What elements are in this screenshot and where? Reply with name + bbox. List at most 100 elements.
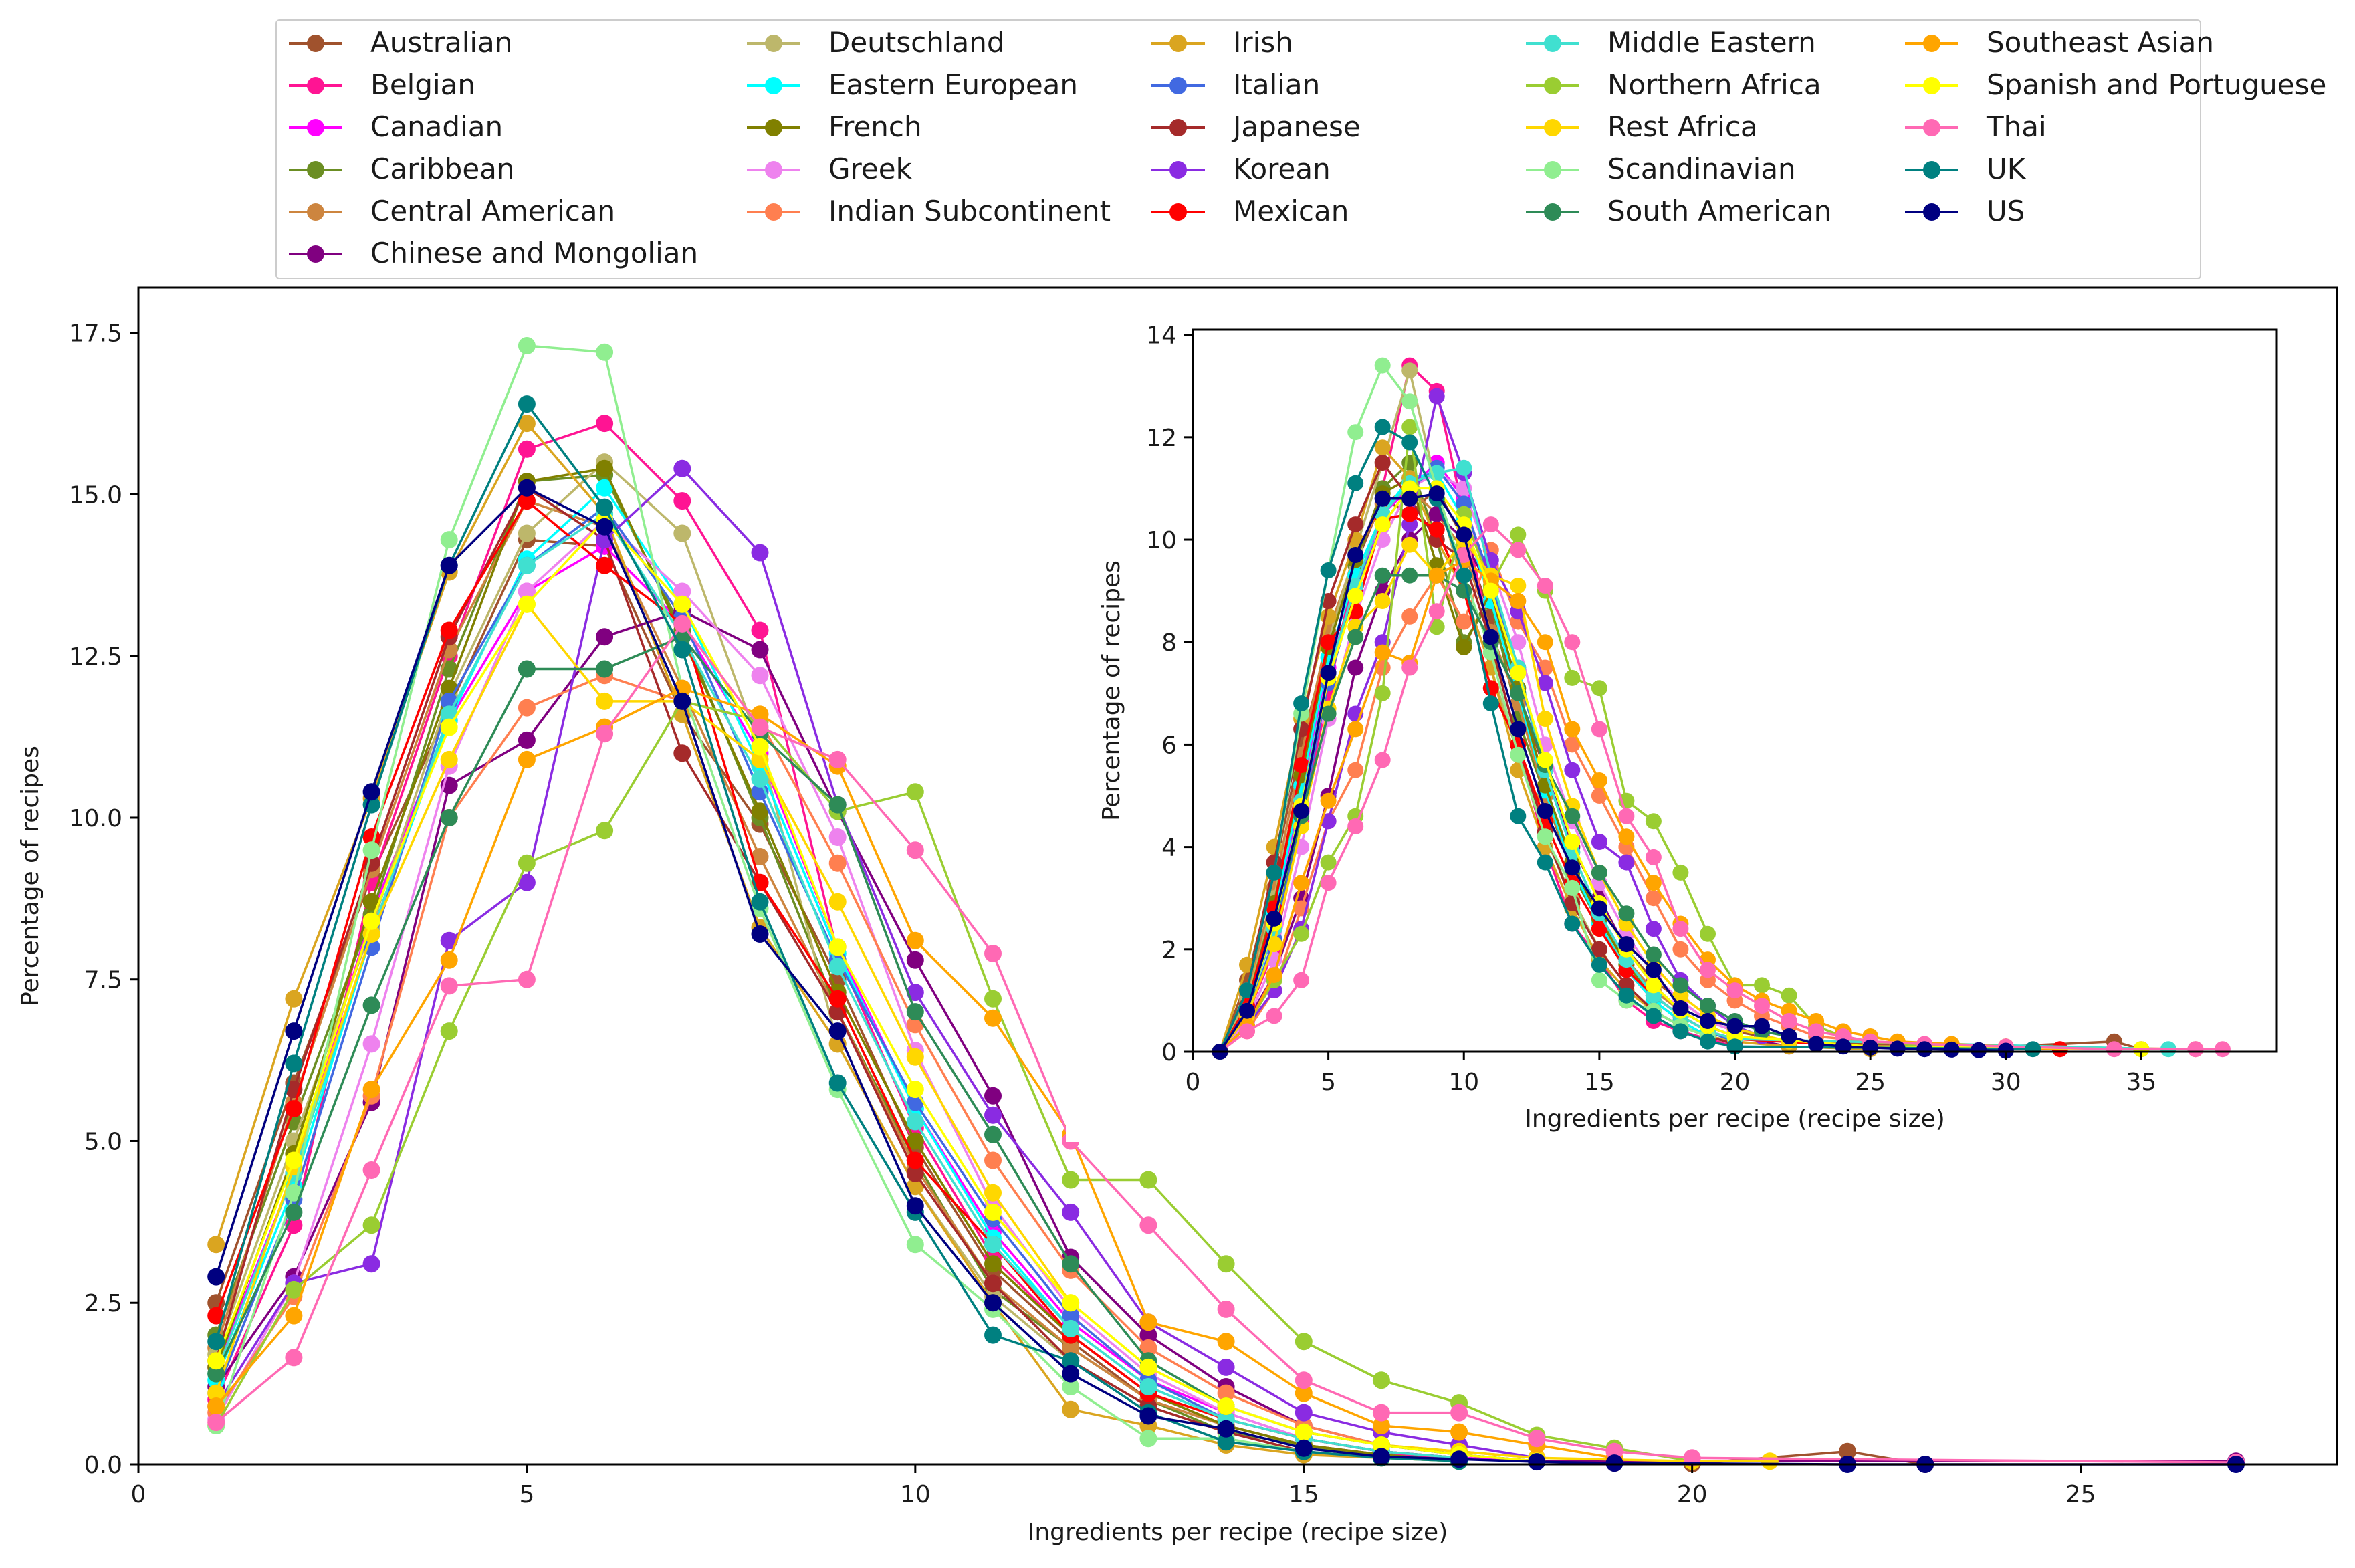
main-point xyxy=(1139,1378,1157,1395)
main-x-tick-label: 5 xyxy=(519,1481,534,1508)
inset-point xyxy=(1510,746,1527,763)
inset-point xyxy=(1591,900,1607,917)
inset-point xyxy=(1510,721,1527,738)
legend-swatch xyxy=(289,150,342,188)
main-point xyxy=(906,1236,924,1254)
inset-point xyxy=(1726,982,1743,999)
main-point xyxy=(1528,1453,1546,1471)
main-point xyxy=(673,641,691,659)
main-point xyxy=(596,822,614,840)
inset-point xyxy=(1672,1000,1689,1016)
main-point xyxy=(207,1384,225,1402)
inset-point xyxy=(1347,721,1364,738)
main-point xyxy=(673,692,691,710)
legend-swatch xyxy=(747,66,800,104)
inset-point xyxy=(1537,828,1553,845)
legend-item-thai: Thai xyxy=(1905,108,2047,146)
inset-point xyxy=(1618,936,1635,953)
main-point xyxy=(440,556,458,574)
legend-label: Southeast Asian xyxy=(1987,26,2214,59)
inset-point xyxy=(1672,1023,1689,1040)
main-point xyxy=(1139,1171,1157,1189)
main-point xyxy=(518,395,536,413)
inset-point xyxy=(1618,987,1635,1004)
main-point xyxy=(984,1294,1002,1312)
main-x-tick-label: 0 xyxy=(131,1481,146,1508)
main-point xyxy=(1217,1300,1235,1318)
legend-label: French xyxy=(828,110,922,143)
main-point xyxy=(440,1022,458,1040)
main-point xyxy=(207,1352,225,1370)
main-y-tick-label: 12.5 xyxy=(69,643,122,671)
legend-swatch xyxy=(1526,193,1579,230)
main-plot-area xyxy=(137,286,2338,1466)
legend-item-scandinavian: Scandinavian xyxy=(1526,150,1796,188)
legend-item-spanish-and-portuguese: Spanish and Portuguese xyxy=(1905,66,2326,104)
main-point xyxy=(285,1100,303,1118)
main-line-korean xyxy=(215,467,1537,1460)
inset-point xyxy=(1293,695,1310,712)
main-point xyxy=(906,783,924,801)
main-point xyxy=(1372,1404,1390,1422)
inset-point xyxy=(1808,1023,1825,1040)
main-point xyxy=(362,938,380,956)
legend-swatch xyxy=(1526,24,1579,62)
inset-point xyxy=(1889,1040,1906,1057)
main-point xyxy=(1295,1423,1313,1441)
inset-x-tick-label: 5 xyxy=(1321,1069,1336,1096)
main-point xyxy=(440,718,458,736)
legend-label: US xyxy=(1987,195,2025,227)
inset-y-tick-label: 10 xyxy=(1146,527,1177,554)
main-y-tick-label: 2.5 xyxy=(84,1290,122,1317)
inset-point xyxy=(1428,485,1445,502)
inset-point xyxy=(1754,977,1770,994)
inset-point xyxy=(1754,1018,1770,1034)
inset-point xyxy=(1401,536,1418,553)
main-line-japanese xyxy=(215,487,1382,1460)
inset-point xyxy=(1564,762,1581,778)
main-point xyxy=(518,556,536,574)
main-y-tick-label: 10.0 xyxy=(69,805,122,832)
main-y-axis-label: Percentage of recipes xyxy=(17,746,44,1006)
legend-swatch xyxy=(1526,108,1579,146)
inset-point xyxy=(1726,1018,1743,1034)
main-point xyxy=(207,1236,225,1254)
inset-point xyxy=(1320,634,1337,651)
main-point xyxy=(984,1236,1002,1254)
legend-swatch xyxy=(1905,150,1958,188)
main-point xyxy=(362,796,380,814)
main-point xyxy=(596,498,614,516)
main-point xyxy=(518,660,536,678)
inset-point xyxy=(1916,1041,1933,1058)
legend-swatch xyxy=(747,24,800,62)
main-point xyxy=(1295,1404,1313,1422)
main-point xyxy=(1139,1313,1157,1331)
main-point xyxy=(285,1203,303,1221)
main-point xyxy=(518,337,536,354)
legend-item-greek: Greek xyxy=(747,150,912,188)
legend-swatch xyxy=(1905,108,1958,146)
main-point xyxy=(906,1048,924,1066)
main-point xyxy=(673,459,691,477)
legend-item-southeast-asian: Southeast Asian xyxy=(1905,24,2214,62)
main-point xyxy=(362,1216,380,1234)
inset-point xyxy=(1564,879,1581,896)
main-point xyxy=(984,1184,1002,1202)
main-point xyxy=(285,1349,303,1367)
inset-point xyxy=(1564,634,1581,651)
main-point xyxy=(1139,1216,1157,1234)
main-point xyxy=(906,1178,924,1196)
main-point xyxy=(596,518,614,536)
inset-point xyxy=(1618,854,1635,871)
legend-label: Northern Africa xyxy=(1607,68,1821,101)
main-point xyxy=(906,1151,924,1169)
main-point xyxy=(285,1184,303,1202)
legend-label: Chinese and Mongolian xyxy=(370,237,699,269)
legend-swatch xyxy=(289,235,342,272)
main-point xyxy=(906,1164,924,1182)
inset-point xyxy=(1781,987,1797,1004)
inset-point xyxy=(1374,567,1391,584)
inset-x-tick-label: 10 xyxy=(1448,1069,1479,1096)
legend-item-south-american: South American xyxy=(1526,193,1831,230)
inset-point xyxy=(1347,818,1364,834)
